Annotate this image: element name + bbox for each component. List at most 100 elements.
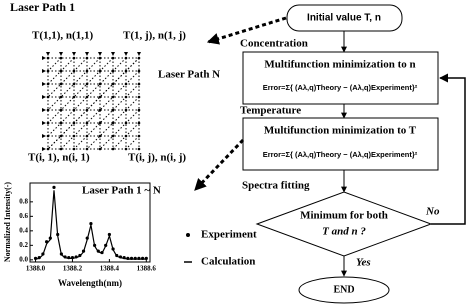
grid-label: T(1,1), n(1,1)	[32, 30, 93, 42]
arrow	[431, 73, 466, 225]
y-tick-label: 0.8	[19, 197, 28, 205]
y-tick-label: 0.6	[19, 212, 28, 220]
grid-node	[111, 121, 115, 125]
experiment-point	[129, 256, 134, 260]
legend-label: Calculation	[201, 256, 255, 268]
grid-node	[72, 56, 76, 60]
grid-path	[47, 57, 75, 85]
grid-label: T(1, j), n(1, j)	[123, 30, 186, 42]
experiment-point	[85, 236, 89, 240]
experiment-point	[111, 247, 115, 251]
grid-node	[137, 82, 141, 86]
section-label: Spectra fitting	[242, 180, 310, 192]
chart-title: Laser Path 1 ~ N	[82, 185, 161, 197]
grid-diagram	[42, 52, 141, 151]
grid-arrow	[124, 52, 128, 56]
grid-arrow	[42, 82, 46, 86]
grid-node	[85, 56, 89, 60]
start-label: Initial value T, n	[307, 13, 381, 24]
experiment-point	[93, 243, 97, 247]
decision-label: T and n ?	[322, 226, 366, 238]
process-box	[242, 51, 439, 105]
x-tick-label: 1388.2	[63, 265, 83, 273]
process-title: Multifunction minimization to T	[264, 125, 417, 137]
legend-marker	[186, 233, 190, 237]
x-tick-label: 1388.4	[100, 265, 120, 273]
process-box	[242, 117, 439, 171]
grid-path	[99, 109, 140, 150]
grid-arrow	[98, 52, 102, 56]
grid-node	[98, 147, 102, 151]
grid-path	[47, 57, 62, 72]
yes-label: Yes	[356, 257, 371, 269]
experiment-point	[89, 221, 93, 226]
grid-node	[124, 121, 128, 125]
experiment-point	[96, 249, 100, 253]
plot-frame	[29, 182, 151, 263]
grid-arrow	[42, 56, 46, 60]
experiment-point	[115, 253, 119, 258]
experiment-point	[45, 240, 49, 244]
grid-node	[137, 56, 141, 60]
legend-label: Experiment	[201, 229, 257, 241]
end-box	[298, 276, 390, 304]
y-tick-label: 0.4	[19, 226, 28, 234]
grid-node	[111, 95, 115, 99]
experiment-point	[81, 249, 86, 253]
grid-node	[111, 134, 115, 138]
experiment-point	[63, 255, 67, 259]
grid-node	[98, 121, 102, 125]
x-tick-label: 1388.6	[137, 265, 157, 273]
experiment-point	[118, 255, 123, 259]
experiment-point	[141, 256, 145, 260]
no-label: No	[425, 206, 440, 218]
experiment-point	[144, 256, 148, 260]
grid-arrow	[137, 52, 141, 56]
experiment-point	[41, 252, 45, 256]
y-axis-label: Normalized Intensity(-)	[3, 182, 12, 263]
grid-arrow	[85, 52, 89, 56]
grid-arrow	[42, 69, 46, 73]
grid-label: Laser Path N	[158, 69, 220, 81]
grid-node	[137, 147, 141, 151]
section-label: Concentration	[240, 38, 308, 50]
grid-path	[47, 57, 88, 98]
grid-title: Laser Path 1	[10, 0, 75, 14]
grid-node	[124, 82, 128, 86]
arrow	[193, 138, 245, 192]
experiment-point	[104, 243, 108, 247]
grid-node	[98, 134, 102, 138]
chart: Laser Path 1 ~ N Wavelength(nm) Normaliz…	[3, 182, 161, 288]
grid-node	[111, 147, 115, 151]
experiment-point	[122, 256, 126, 260]
decision-label: Minimum for both	[300, 210, 388, 222]
experiment-point	[48, 236, 52, 240]
grid-node	[98, 108, 102, 112]
experiment-point	[137, 256, 141, 260]
experiment-point	[67, 256, 71, 260]
grid-node	[137, 121, 141, 125]
grid-node	[137, 108, 141, 112]
grid-label: T(i, 1), n(i, 1)	[28, 152, 90, 164]
grid-node	[124, 108, 128, 112]
grid-node	[59, 147, 63, 151]
y-tick-label: 0.0	[19, 255, 28, 263]
grid-arrow	[42, 147, 46, 151]
grid-node	[137, 95, 141, 99]
grid-arrow	[111, 52, 115, 56]
error-formula: Error=Σ{ (Aλ,q)Theory − (Aλ,q)Experiment…	[263, 83, 418, 92]
end-label: END	[333, 284, 354, 295]
grid-node	[124, 134, 128, 138]
x-tick-label: 1388.0	[26, 265, 46, 273]
experiment-point	[52, 185, 56, 189]
experiment-point	[59, 252, 63, 256]
grid-node	[46, 56, 50, 60]
section-label: Temperature	[240, 105, 301, 117]
experiment-point	[107, 232, 111, 237]
experiment-point	[37, 256, 41, 260]
experiment-point	[33, 256, 38, 260]
grid-node	[98, 56, 102, 60]
y-tick-label: 0.2	[19, 241, 28, 249]
grid-node	[59, 56, 63, 60]
